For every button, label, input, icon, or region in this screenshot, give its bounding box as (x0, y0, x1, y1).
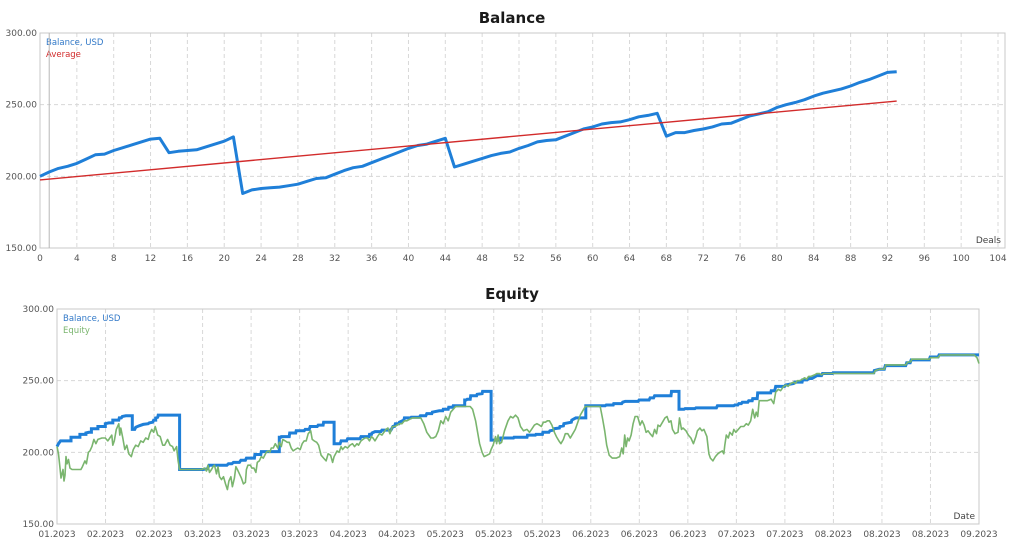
x-tick-label: 40 (403, 254, 415, 264)
y-tick-label: 250.00 (23, 377, 55, 387)
x-tick-label: 4 (74, 254, 80, 264)
x-tick-label: 48 (476, 254, 488, 264)
x-tick-label: 20 (219, 254, 231, 264)
y-tick-label: 300.00 (23, 305, 55, 315)
legend-item: Balance, USD (46, 38, 104, 48)
x-tick-label: 08.2023 (912, 530, 949, 538)
equity-line (56, 354, 980, 491)
x-tick-label: 04.2023 (378, 530, 415, 538)
x-tick-label: 05.2023 (524, 530, 561, 538)
x-tick-label: 05.2023 (427, 530, 464, 538)
x-axis-name: Deals (976, 236, 1001, 246)
x-tick-label: 92 (882, 254, 893, 264)
x-tick-label: 8 (111, 254, 117, 264)
x-axis-name: Date (953, 512, 975, 522)
x-tick-label: 24 (255, 254, 267, 264)
x-tick-label: 02.2023 (87, 530, 124, 538)
x-tick-label: 06.2023 (572, 530, 609, 538)
x-tick-label: 80 (771, 254, 783, 264)
x-tick-label: 32 (329, 254, 340, 264)
x-tick-label: 07.2023 (766, 530, 803, 538)
x-tick-label: 56 (550, 254, 562, 264)
x-tick-label: 12 (145, 254, 156, 264)
legend-item: Balance, USD (63, 314, 121, 324)
y-tick-label: 300.00 (6, 29, 38, 39)
x-tick-label: 06.2023 (669, 530, 706, 538)
x-tick-label: 68 (661, 254, 673, 264)
x-tick-label: 88 (845, 254, 857, 264)
x-tick-label: 96 (919, 254, 931, 264)
x-tick-label: 03.2023 (232, 530, 269, 538)
x-tick-label: 64 (624, 254, 636, 264)
x-tick-label: 44 (440, 254, 452, 264)
x-tick-label: 07.2023 (718, 530, 755, 538)
x-tick-label: 76 (734, 254, 746, 264)
x-tick-label: 0 (37, 254, 43, 264)
plot-frame (39, 32, 1006, 249)
x-tick-label: 72 (698, 254, 709, 264)
equity-balance-line (55, 353, 979, 471)
x-tick-label: 16 (182, 254, 194, 264)
y-tick-label: 200.00 (6, 172, 38, 182)
x-tick-label: 09.2023 (960, 530, 997, 538)
average-line (39, 100, 897, 181)
y-tick-label: 250.00 (6, 101, 38, 111)
balance-line (39, 70, 897, 195)
x-tick-label: 03.2023 (281, 530, 318, 538)
x-tick-label: 28 (292, 254, 304, 264)
x-tick-label: 04.2023 (330, 530, 367, 538)
x-tick-label: 05.2023 (475, 530, 512, 538)
x-tick-label: 52 (513, 254, 524, 264)
x-tick-label: 60 (587, 254, 599, 264)
x-tick-label: 06.2023 (621, 530, 658, 538)
balance-chart-title: Balance (478, 9, 546, 27)
equity-chart-title: Equity (485, 285, 539, 303)
x-tick-label: 01.2023 (38, 530, 75, 538)
plot-frame (56, 308, 980, 525)
x-tick-label: 84 (808, 254, 820, 264)
x-tick-label: 36 (366, 254, 378, 264)
x-tick-label: 08.2023 (815, 530, 852, 538)
legend-item: Equity (63, 326, 90, 336)
x-tick-label: 03.2023 (184, 530, 221, 538)
y-tick-label: 150.00 (6, 244, 38, 254)
legend-item: Average (46, 50, 81, 60)
y-tick-label: 200.00 (23, 448, 55, 458)
x-tick-label: 100 (953, 254, 970, 264)
y-tick-label: 150.00 (23, 520, 55, 530)
x-tick-label: 08.2023 (863, 530, 900, 538)
x-tick-label: 104 (989, 254, 1006, 264)
x-tick-label: 02.2023 (135, 530, 172, 538)
